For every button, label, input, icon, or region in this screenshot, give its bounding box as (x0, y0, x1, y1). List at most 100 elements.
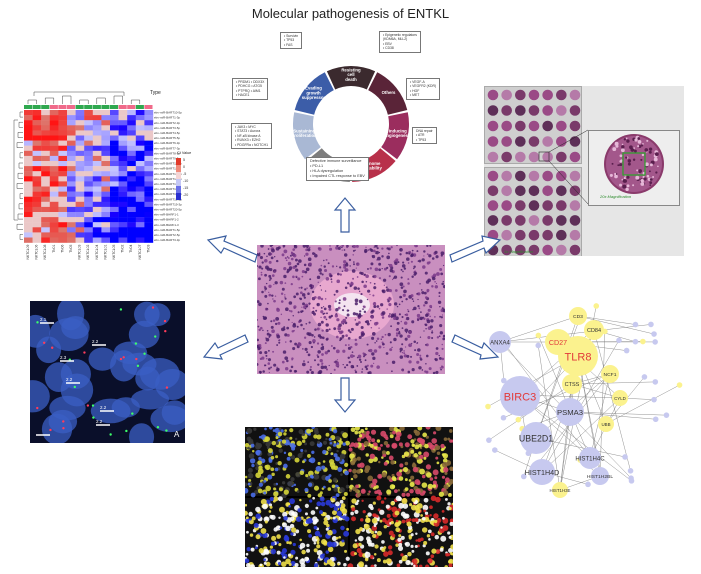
fish-signal (143, 352, 146, 355)
heatmap-cell (118, 120, 128, 126)
heatmap-cell (24, 212, 33, 218)
heatmap-cell (58, 196, 68, 202)
heatmap-cell (92, 181, 102, 187)
heatmap-cell (127, 176, 136, 182)
heatmap-cell (49, 227, 59, 233)
type-bar-cell (135, 105, 144, 109)
heatmap-cell (84, 186, 93, 192)
tma-core (515, 120, 526, 132)
heatmap-cell (110, 110, 119, 116)
heatmap-cell (101, 155, 111, 162)
fish-signal (151, 306, 155, 309)
fish-signal (156, 425, 160, 429)
heatmap-cell (24, 150, 33, 157)
network-minor-node (632, 338, 639, 345)
heatmap-cell (41, 140, 50, 146)
fish-signal (135, 357, 138, 361)
heatmap-cell (144, 232, 154, 238)
heatmap-cell (58, 140, 68, 146)
heatmap-row-label: ebv-miR-BHRF1-2 (154, 218, 179, 222)
heatmap-cell (118, 140, 128, 146)
network-minor-node (640, 338, 646, 345)
heatmap-cell (32, 196, 42, 202)
fish-signal (154, 335, 157, 338)
heatmap-cell (135, 130, 145, 136)
heatmap-cell (118, 135, 128, 141)
heatmap-cell (144, 186, 154, 192)
heatmap-cell (24, 222, 33, 228)
heatmap-cell (75, 125, 85, 131)
heatmap-cell (92, 155, 102, 162)
colorbar-tick: -5 (183, 172, 186, 176)
heatmap-cell (92, 110, 102, 116)
heatmap-cell (32, 191, 42, 197)
heatmap-cell (127, 191, 136, 197)
type-bar-cell (110, 105, 119, 109)
tma-core (515, 170, 526, 182)
heatmap-cell (41, 186, 50, 192)
heatmap-cell (144, 227, 154, 233)
heatmap-cell (144, 212, 154, 218)
tma-core (528, 120, 540, 132)
box-others: • Epigenetic regulators (KDM6A, MLL2) • E… (379, 31, 421, 53)
heatmap-cell (67, 232, 76, 238)
heatmap-cell (58, 181, 68, 187)
tma-core (542, 229, 553, 241)
network-minor-node (585, 481, 591, 488)
heatmap-cell (49, 140, 59, 146)
heatmap-cell (75, 232, 85, 238)
tma-core (569, 120, 581, 132)
heatmap-cell (41, 145, 50, 151)
heatmap-cell (92, 201, 102, 208)
box-resisting: • Survivin • TP53 • FAS (280, 32, 303, 50)
colorbar-tick: -20 (183, 193, 188, 197)
heatmap-cell (75, 120, 85, 126)
heatmap-cell (67, 217, 76, 223)
heatmap-cell (127, 150, 136, 157)
heatmap-cell (84, 130, 93, 136)
heatmap-cell (101, 237, 111, 243)
heatmap-cell (101, 206, 111, 213)
network-node (601, 365, 619, 383)
heatmap-cell (110, 135, 119, 141)
heatmap-cell (110, 155, 119, 162)
tma-core (501, 151, 512, 163)
heatmap-cell (110, 186, 119, 192)
heatmap-cell (144, 110, 154, 116)
network-minor-node (535, 332, 542, 339)
heatmap-cell (84, 201, 93, 208)
heatmap-cell (101, 166, 111, 172)
heatmap-cell (75, 171, 85, 177)
heatmap-row-label: ebv-miR-BART5-5p (154, 136, 180, 140)
heatmap-cell (24, 110, 33, 116)
heatmap-cell (144, 206, 154, 213)
network-node (579, 447, 601, 469)
heatmap-cell (84, 140, 93, 146)
tma-core (542, 105, 553, 116)
tma-zoom (588, 130, 680, 206)
tma-core (501, 244, 512, 256)
heatmap-cell (24, 171, 33, 177)
heatmap-cell (118, 237, 128, 243)
network-panel: BIRC3 TLR8 CD27 UBE2D1 PSMA3 ANXA4 HIST1H4D HIS… (460, 276, 700, 508)
heatmap-cell (24, 120, 33, 126)
heatmap-cell (67, 196, 76, 202)
network-minor-node (520, 473, 527, 480)
heatmap-cell (135, 150, 145, 157)
tma-core (487, 105, 499, 116)
heatmap-cell (118, 206, 128, 213)
tma-core (528, 89, 540, 101)
heatmap-row-label: ebv-miR-BART13-3p (154, 172, 182, 176)
heatmap-cell (49, 206, 59, 213)
heatmap-cell (67, 206, 76, 213)
heatmap-cell (135, 196, 145, 202)
network-minor-node (623, 347, 630, 354)
type-bar-cell (92, 105, 101, 109)
heatmap-cell (101, 186, 111, 192)
heatmap-cell (127, 115, 136, 121)
heatmap-cell (135, 155, 145, 162)
heatmap-cell (75, 161, 85, 167)
tma-core (569, 215, 581, 226)
nucleus (60, 373, 94, 407)
heatmap-row-label: ebv-miR-BART2-5p (154, 233, 180, 237)
